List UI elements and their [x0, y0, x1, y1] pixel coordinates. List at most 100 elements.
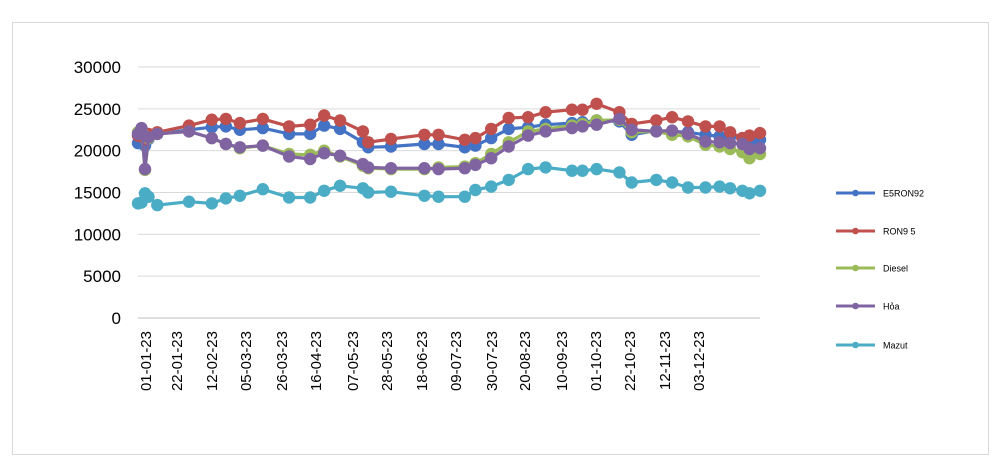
legend-marker [852, 341, 859, 349]
data-point [521, 111, 535, 124]
x-tick-label: 09-07-23 [448, 331, 465, 391]
data-point [665, 124, 679, 137]
data-point [485, 122, 498, 136]
series-lines [131, 97, 767, 212]
x-tick-label: 16-04-23 [308, 331, 325, 391]
data-point [205, 197, 218, 210]
data-point [205, 113, 218, 126]
data-point [219, 112, 233, 126]
legend-marker [852, 227, 859, 235]
data-point [384, 185, 398, 198]
y-axis: 0 5000 10000 15000 20000 25000 30000 [74, 58, 121, 328]
data-point [590, 162, 603, 176]
data-point [333, 149, 347, 162]
data-point [418, 189, 431, 202]
data-point [151, 127, 164, 141]
data-point [576, 164, 589, 177]
x-tick-label: 20-08-23 [517, 331, 534, 391]
data-point [256, 139, 269, 152]
data-point [219, 192, 233, 205]
data-point [318, 109, 331, 122]
data-point [356, 125, 370, 138]
data-point [318, 119, 331, 132]
data-point [502, 140, 515, 153]
data-point [432, 162, 445, 176]
data-point [699, 120, 712, 133]
data-point [576, 103, 589, 116]
data-point [521, 129, 535, 142]
data-point [333, 179, 347, 192]
legend-item: RON9 5 [836, 227, 916, 237]
data-point [384, 132, 398, 146]
data-point [282, 120, 296, 133]
y-tick-label: 25000 [74, 100, 121, 119]
data-point [256, 112, 269, 126]
data-point [753, 184, 767, 197]
data-point [699, 181, 712, 194]
data-point [713, 180, 726, 193]
data-point [469, 158, 482, 172]
data-point [205, 131, 218, 145]
data-point [665, 176, 679, 189]
data-point [753, 126, 767, 140]
data-point [650, 114, 663, 127]
data-point [713, 120, 726, 133]
data-point [362, 186, 375, 199]
data-point [539, 161, 552, 174]
data-point [418, 162, 431, 175]
data-point [282, 191, 296, 204]
data-point [590, 118, 603, 131]
legend: E5RON92 RON9 5 Diesel Hỏa Mazut [836, 189, 924, 351]
data-point [318, 184, 331, 197]
data-point [650, 125, 663, 138]
data-point [469, 131, 482, 145]
data-point [613, 112, 626, 126]
data-point [565, 103, 579, 116]
data-point [743, 187, 756, 200]
data-point [304, 118, 317, 131]
data-point [142, 190, 155, 203]
data-point [318, 147, 331, 160]
data-point [521, 162, 535, 176]
data-point [681, 127, 695, 141]
data-point [743, 129, 756, 142]
data-point [590, 97, 603, 111]
data-point [418, 128, 431, 141]
x-tick-label: 22-10-23 [622, 331, 639, 391]
y-tick-label: 0 [112, 309, 121, 328]
data-point [304, 191, 317, 204]
data-point [418, 137, 431, 151]
series-h-a [131, 112, 767, 176]
data-point [743, 142, 756, 156]
data-point [565, 121, 579, 135]
series-mazut [131, 161, 767, 212]
data-point [681, 181, 695, 194]
x-tick-label: 05-03-23 [238, 331, 255, 391]
x-tick-label: 07-05-23 [345, 331, 362, 391]
data-point [256, 183, 269, 196]
legend-marker [852, 302, 859, 310]
data-point [565, 164, 579, 177]
x-tick-label: 10-09-23 [554, 331, 571, 391]
x-tick-label: 30-07-23 [484, 331, 501, 391]
x-tick-label: 01-01-23 [138, 331, 155, 391]
legend-marker [852, 264, 859, 272]
data-point [539, 106, 552, 119]
data-point [625, 123, 638, 136]
x-tick-label: 26-03-23 [274, 331, 291, 391]
x-tick-label: 12-11-23 [657, 331, 674, 390]
legend-label: Diesel [883, 264, 908, 274]
data-point [304, 127, 317, 141]
data-point [304, 152, 317, 166]
x-tick-label: 22-01-23 [169, 331, 186, 391]
x-tick-label: 03-12-23 [691, 331, 708, 391]
legend-marker [852, 189, 859, 197]
legend-item: Mazut [836, 341, 908, 351]
data-point [333, 114, 347, 127]
data-point [650, 173, 663, 187]
y-tick-label: 20000 [74, 142, 121, 161]
data-point [182, 125, 196, 138]
chart-frame [12, 22, 989, 455]
data-point [485, 131, 498, 145]
